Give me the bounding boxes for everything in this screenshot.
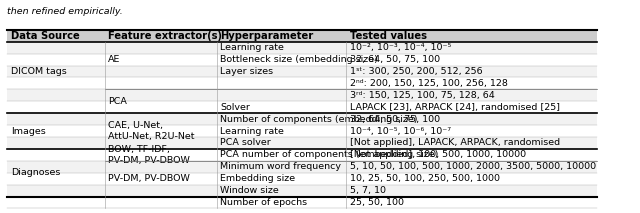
Text: 3ʳᵈ: 150, 125, 100, 75, 128, 64: 3ʳᵈ: 150, 125, 100, 75, 128, 64 [350, 91, 495, 100]
Text: Diagnoses: Diagnoses [11, 168, 60, 177]
Text: Hyperparameter: Hyperparameter [220, 31, 314, 41]
Text: PV-DM, PV-DBOW: PV-DM, PV-DBOW [108, 174, 190, 183]
Text: Number of components (embedding size): Number of components (embedding size) [220, 115, 418, 124]
Text: BOW, TF-IDF,
PV-DM, PV-DBOW: BOW, TF-IDF, PV-DM, PV-DBOW [108, 145, 190, 165]
Text: Tested values: Tested values [350, 31, 427, 41]
Text: Feature extractor(s): Feature extractor(s) [108, 31, 222, 41]
Bar [8, 89, 596, 101]
Text: Layer sizes: Layer sizes [220, 67, 273, 76]
Bar [8, 125, 596, 137]
Bar [8, 161, 596, 173]
Text: Minimum word frequency: Minimum word frequency [220, 162, 341, 171]
Bar [8, 137, 596, 149]
Text: 5, 10, 50, 100, 500, 1000, 2000, 3500, 5000, 10000: 5, 10, 50, 100, 500, 1000, 2000, 3500, 5… [350, 162, 596, 171]
Text: PCA: PCA [108, 97, 127, 106]
Text: 32, 64, 50, 75, 100: 32, 64, 50, 75, 100 [350, 115, 440, 124]
Text: Learning rate: Learning rate [220, 43, 284, 52]
Bar [8, 42, 596, 54]
Bar [8, 185, 596, 197]
Text: Window size: Window size [220, 186, 279, 195]
Text: 32, 64, 50, 75, 100: 32, 64, 50, 75, 100 [350, 55, 440, 64]
Bar [8, 30, 596, 42]
Text: then refined empirically.: then refined empirically. [8, 7, 123, 16]
Text: AE: AE [108, 55, 120, 64]
Text: Learning rate: Learning rate [220, 127, 284, 135]
Bar [8, 113, 596, 125]
Text: PCA number of components (embedding size): PCA number of components (embedding size… [220, 150, 438, 159]
Text: 10⁻², 10⁻³, 10⁻⁴, 10⁻⁵: 10⁻², 10⁻³, 10⁻⁴, 10⁻⁵ [350, 43, 451, 52]
Text: 2ⁿᵈ: 200, 150, 125, 100, 256, 128: 2ⁿᵈ: 200, 150, 125, 100, 256, 128 [350, 79, 508, 88]
Bar [8, 101, 596, 113]
Text: DICOM tags: DICOM tags [11, 67, 67, 76]
Bar [8, 197, 596, 209]
Text: PCA solver: PCA solver [220, 138, 271, 147]
Bar [8, 173, 596, 185]
Text: Number of epochs: Number of epochs [220, 198, 307, 207]
Text: CAE, U-Net,
AttU-Net, R2U-Net: CAE, U-Net, AttU-Net, R2U-Net [108, 121, 195, 141]
Text: Data Source: Data Source [11, 31, 80, 41]
Text: 25, 50, 100: 25, 50, 100 [350, 198, 404, 207]
Text: 10, 25, 50, 100, 250, 500, 1000: 10, 25, 50, 100, 250, 500, 1000 [350, 174, 500, 183]
Bar [8, 54, 596, 66]
Text: Solver: Solver [220, 103, 250, 112]
Bar [8, 66, 596, 77]
Text: Embedding size: Embedding size [220, 174, 295, 183]
Text: 5, 7, 10: 5, 7, 10 [350, 186, 386, 195]
Text: [Not applied], 100, 500, 1000, 10000: [Not applied], 100, 500, 1000, 10000 [350, 150, 526, 159]
Text: Images: Images [11, 127, 45, 135]
Text: LAPACK [23], ARPACK [24], randomised [25]: LAPACK [23], ARPACK [24], randomised [25… [350, 103, 560, 112]
Text: Bottleneck size (embedding size): Bottleneck size (embedding size) [220, 55, 378, 64]
Bar [8, 77, 596, 89]
Text: [Not applied], LAPACK, ARPACK, randomised: [Not applied], LAPACK, ARPACK, randomise… [350, 138, 560, 147]
Text: 10⁻⁴, 10⁻⁵, 10⁻⁶, 10⁻⁷: 10⁻⁴, 10⁻⁵, 10⁻⁶, 10⁻⁷ [350, 127, 451, 135]
Bar [8, 149, 596, 161]
Text: 1ˢᵗ: 300, 250, 200, 512, 256: 1ˢᵗ: 300, 250, 200, 512, 256 [350, 67, 483, 76]
